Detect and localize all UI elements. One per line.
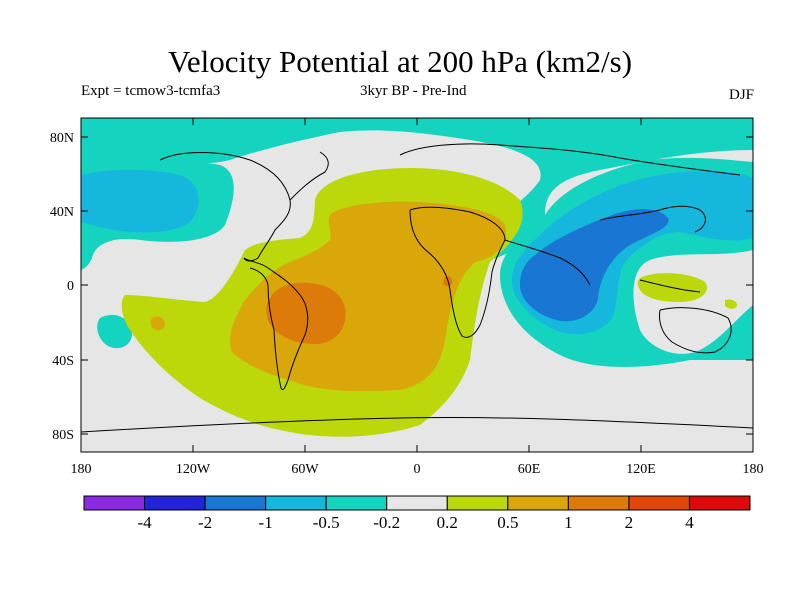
lon-label: 180 (743, 462, 764, 477)
colorbar-label: -2 (198, 513, 212, 532)
teal-spot-southpacific (97, 314, 133, 349)
lon-label: 0 (414, 462, 421, 477)
colorbar: -4 -2 -1 -0.5 -0.2 0.2 0.5 1 2 4 (83, 495, 751, 532)
orange-spot-africa (443, 276, 453, 287)
period-label: 3kyr BP - Pre-Ind (360, 83, 467, 99)
orange-contour-west (230, 201, 506, 392)
map-title: Velocity Potential at 200 hPa (km2/s) (167, 44, 633, 79)
colorbar-swatch (265, 495, 327, 511)
blue-contour-northwest (81, 169, 199, 233)
teal-contour-north (81, 118, 753, 260)
lon-label: 120W (176, 462, 211, 477)
lat-label: 40S (52, 354, 74, 369)
colorbar-label: -1 (259, 513, 273, 532)
colorbar-swatch (446, 495, 509, 511)
colorbar-label: 0.2 (437, 513, 458, 532)
lat-label: 80N (50, 131, 74, 146)
lat-label: 40N (50, 205, 74, 220)
lon-label: 60E (518, 462, 541, 477)
darkorange-contour-southamerica (266, 282, 346, 345)
colorbar-swatch (688, 495, 751, 511)
orange-spot-southpacific (150, 316, 165, 331)
darkblue-contour-east (520, 209, 669, 322)
longitude-axis: 180 120W 60W 0 60E 120E 180 (71, 118, 764, 477)
colorbar-swatch (567, 495, 630, 511)
lat-label: 80S (52, 428, 74, 443)
colorbar-label: -0.2 (373, 513, 400, 532)
lat-label: 0 (67, 279, 74, 294)
lon-label: 180 (71, 462, 92, 477)
colorbar-label: 1 (564, 513, 573, 532)
latitude-axis: 80N 40N 0 40S 80S (50, 131, 753, 443)
colorbar-label: 2 (625, 513, 634, 532)
coastlines (81, 143, 753, 433)
colorbar-swatch (628, 495, 690, 511)
colorbar-swatch (204, 495, 267, 511)
colorbar-label: 0.5 (497, 513, 518, 532)
colorbar-swatch (507, 495, 569, 511)
colorbar-swatch (83, 495, 146, 511)
colorbar-label: 4 (685, 513, 694, 532)
lon-label: 120E (626, 462, 656, 477)
season-label: DJF (728, 87, 754, 103)
colorbar-swatch (386, 495, 448, 511)
colorbar-swatch (325, 495, 388, 511)
map-area (81, 118, 753, 452)
colorbar-label: -4 (137, 513, 152, 532)
colorbar-swatch (144, 495, 206, 511)
experiment-label: Expt = tcmow3-tcmfa3 (81, 83, 221, 99)
green-spot-pacific (725, 299, 738, 309)
colorbar-label: -0.5 (313, 513, 340, 532)
lon-label: 60W (291, 462, 319, 477)
